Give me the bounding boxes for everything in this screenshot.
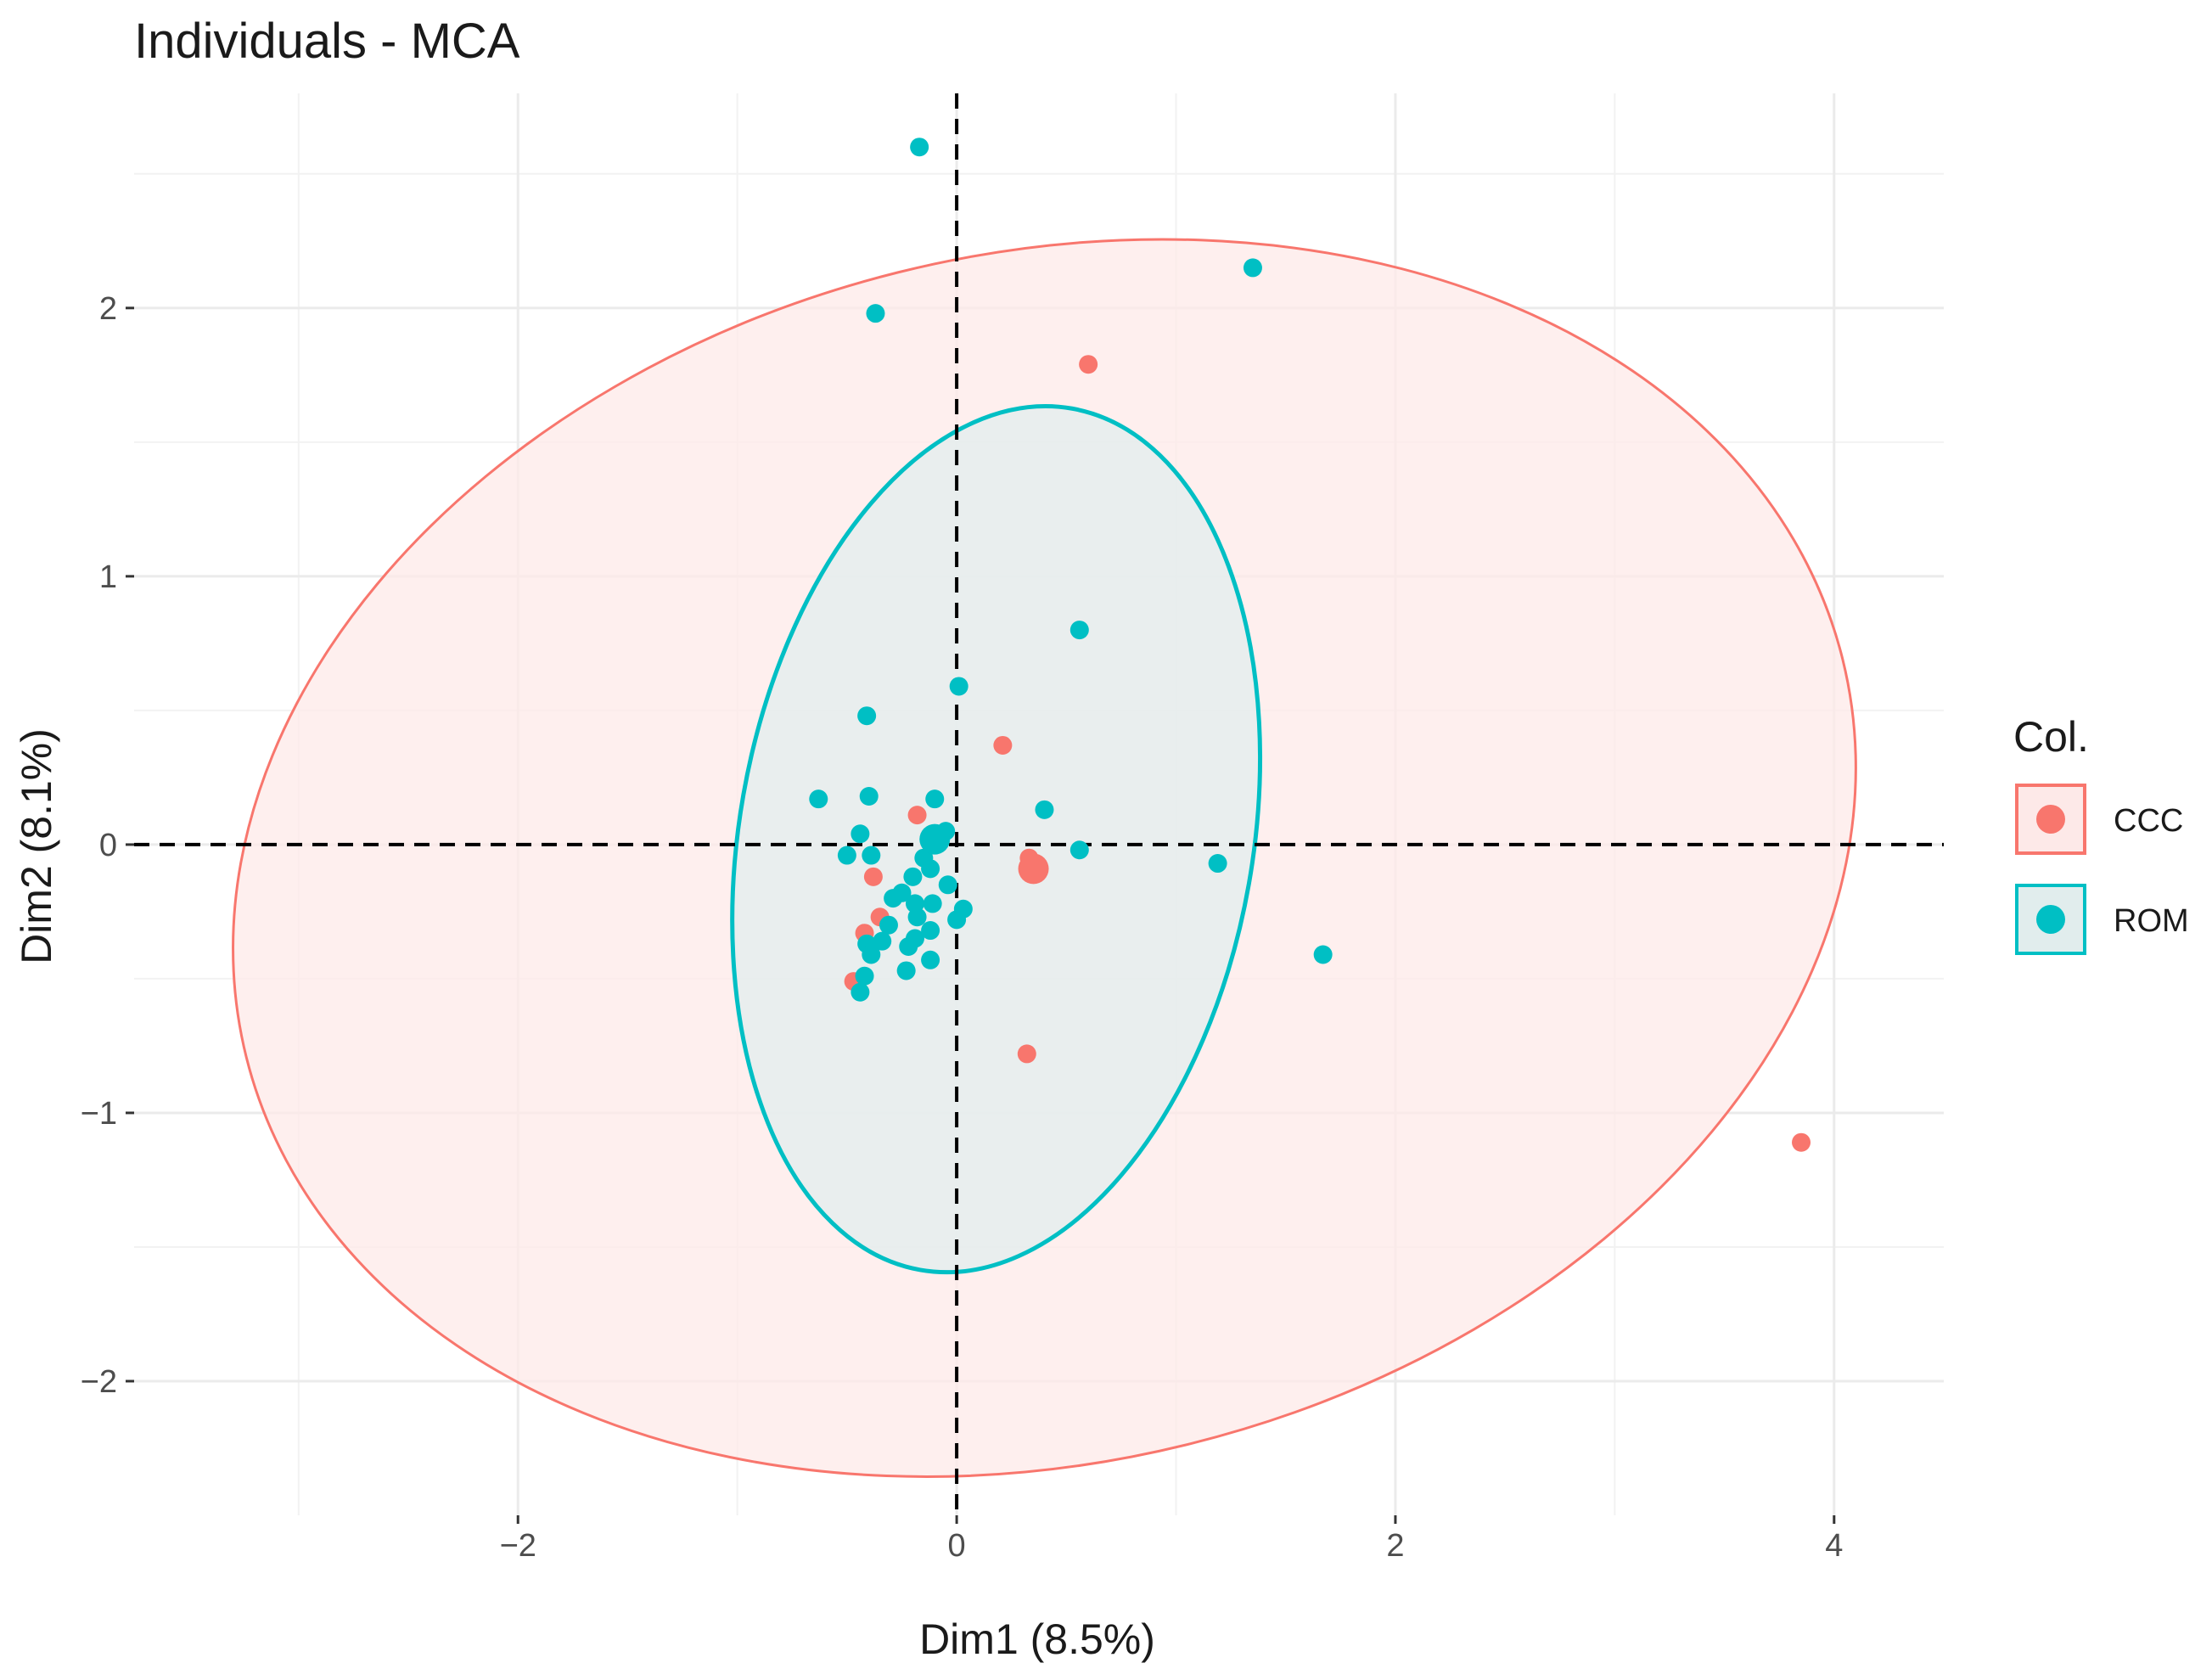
point-rom	[851, 824, 870, 844]
legend: Col. CCC ROM	[2013, 713, 2189, 955]
data-points	[809, 138, 1811, 1152]
point-rom	[921, 859, 940, 879]
point-rom	[907, 907, 927, 927]
ellipse-rom	[730, 404, 1263, 1275]
legend-label-ccc: CCC	[2114, 803, 2183, 839]
y-axis-title: Dim2 (8.1%)	[13, 728, 60, 964]
group-centroids	[919, 823, 1049, 885]
y-axis: −2 −1 0 1 2	[81, 291, 134, 1400]
point-rom	[925, 789, 945, 809]
y-tick-label: 1	[99, 559, 117, 595]
point-ccc	[863, 867, 883, 886]
point-rom	[855, 966, 874, 986]
x-axis-title: Dim1 (8.5%)	[919, 1615, 1155, 1663]
point-ccc	[993, 735, 1013, 755]
point-rom	[1035, 800, 1054, 819]
point-rom	[899, 937, 918, 956]
point-rom	[873, 931, 892, 951]
point-rom	[1070, 621, 1089, 640]
y-tick-label: −2	[81, 1364, 117, 1400]
chart-title: Individuals - MCA	[134, 14, 520, 69]
point-ccc	[1017, 1044, 1036, 1064]
plot-panel	[134, 93, 1944, 1515]
point-rom	[809, 789, 828, 809]
point-rom	[857, 706, 877, 726]
point-rom	[896, 961, 916, 980]
point-ccc	[1079, 355, 1098, 374]
y-tick-label: 0	[99, 828, 117, 863]
y-tick-label: −1	[81, 1096, 117, 1132]
legend-key-ccc	[2015, 784, 2086, 855]
point-rom	[1070, 840, 1089, 860]
point-rom	[921, 950, 940, 969]
confidence-ellipses	[232, 238, 1857, 1478]
point-rom	[910, 138, 929, 157]
centroid-ccc	[1018, 853, 1049, 885]
point-rom	[866, 304, 885, 323]
y-tick-label: 2	[99, 291, 117, 327]
x-axis: −2 0 2 4	[500, 1515, 1843, 1564]
reference-lines	[134, 93, 1944, 1515]
x-tick-label: 2	[1386, 1528, 1404, 1564]
point-rom	[879, 915, 898, 935]
x-tick-label: −2	[500, 1528, 536, 1564]
legend-label-rom: ROM	[2114, 903, 2189, 939]
point-rom	[938, 875, 957, 895]
point-rom	[859, 787, 879, 806]
point-rom	[921, 921, 940, 941]
x-tick-label: 0	[948, 1528, 966, 1564]
point-ccc	[1792, 1132, 1811, 1152]
point-rom	[862, 945, 881, 964]
point-rom	[947, 910, 967, 930]
point-rom	[884, 889, 903, 908]
point-rom	[1243, 258, 1262, 278]
point-rom	[1208, 854, 1227, 874]
point-rom	[949, 677, 968, 696]
legend-marker-ccc	[2036, 805, 2065, 834]
point-rom	[923, 894, 942, 913]
point-rom	[862, 846, 881, 865]
x-tick-label: 4	[1825, 1528, 1843, 1564]
point-rom	[1313, 945, 1333, 964]
legend-title: Col.	[2013, 713, 2089, 761]
point-rom	[903, 867, 923, 886]
point-rom	[851, 982, 870, 1002]
legend-marker-rom	[2036, 905, 2065, 934]
point-rom	[837, 846, 856, 865]
point-ccc	[907, 806, 927, 825]
centroid-rom	[919, 823, 951, 855]
